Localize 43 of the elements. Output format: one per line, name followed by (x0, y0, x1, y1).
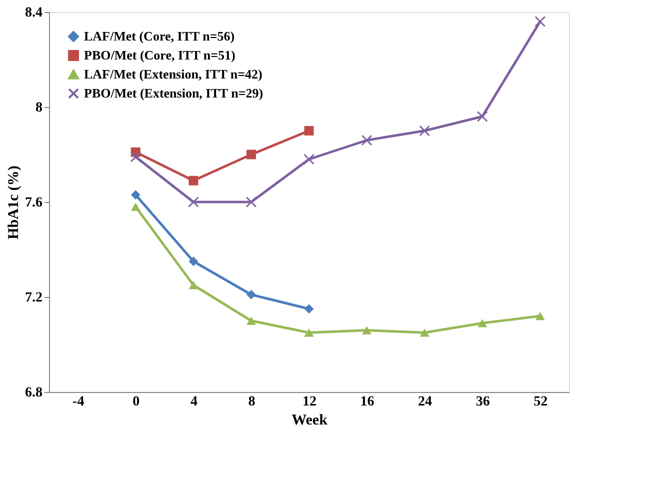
y-tick-label: 8.4 (25, 6, 42, 20)
point (246, 196, 257, 208)
point (188, 176, 198, 186)
point (246, 316, 256, 325)
point (362, 326, 372, 334)
point (304, 304, 314, 314)
x-tick-label: 52 (534, 394, 548, 410)
x-tick-label: 36 (476, 394, 490, 410)
point (361, 134, 372, 146)
x-tick-label: 0 (132, 394, 140, 410)
point (188, 281, 198, 290)
y-tick-label: 8 (36, 100, 42, 116)
point (476, 111, 488, 122)
x-axis-title: Week (292, 412, 328, 428)
x-tick-label: 4 (190, 394, 198, 410)
legend-label: PBO/Met (Core, ITT n=51) (84, 48, 236, 62)
point (478, 319, 488, 328)
point (419, 125, 430, 136)
y-tick-label: 7.2 (25, 290, 42, 306)
x-tick-label: 12 (302, 394, 316, 410)
point (304, 154, 314, 165)
legend-label: LAF/Met (Core, ITT n=56) (84, 28, 235, 44)
point (304, 328, 314, 337)
point (535, 312, 545, 320)
point (246, 290, 256, 300)
point (130, 202, 140, 211)
point (130, 151, 142, 162)
point (420, 328, 430, 337)
x-tick-label: 24 (418, 394, 432, 410)
y-axis-title: HbA1c (%) (6, 166, 22, 240)
y-tick-label: 6.8 (25, 386, 42, 400)
x-tick-label: 16 (360, 394, 374, 410)
point (130, 190, 140, 200)
y-tick-label: 7.6 (25, 196, 42, 210)
point (534, 16, 546, 27)
point (246, 150, 256, 160)
x-tick-label: -4 (72, 394, 84, 410)
x-tick-label: 8 (248, 394, 256, 410)
point (188, 196, 199, 208)
legend-label: LAF/Met (Extension, ITT n=42) (84, 66, 262, 82)
point (304, 126, 314, 136)
point (188, 256, 198, 266)
legend-label: PBO/Met (Extension, ITT n=29) (84, 86, 264, 100)
